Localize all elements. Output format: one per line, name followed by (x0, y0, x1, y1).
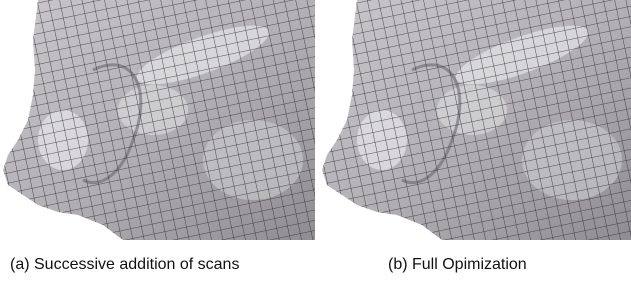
caption: (b) Full Opimization (388, 256, 527, 274)
mesh-image-b (322, 0, 631, 240)
caption: (a) Successive addition of scans (10, 256, 239, 274)
figure-images (0, 0, 631, 245)
mesh-image-a (3, 0, 315, 240)
page: (a) Successive addition of scans (b) Ful… (0, 0, 631, 283)
